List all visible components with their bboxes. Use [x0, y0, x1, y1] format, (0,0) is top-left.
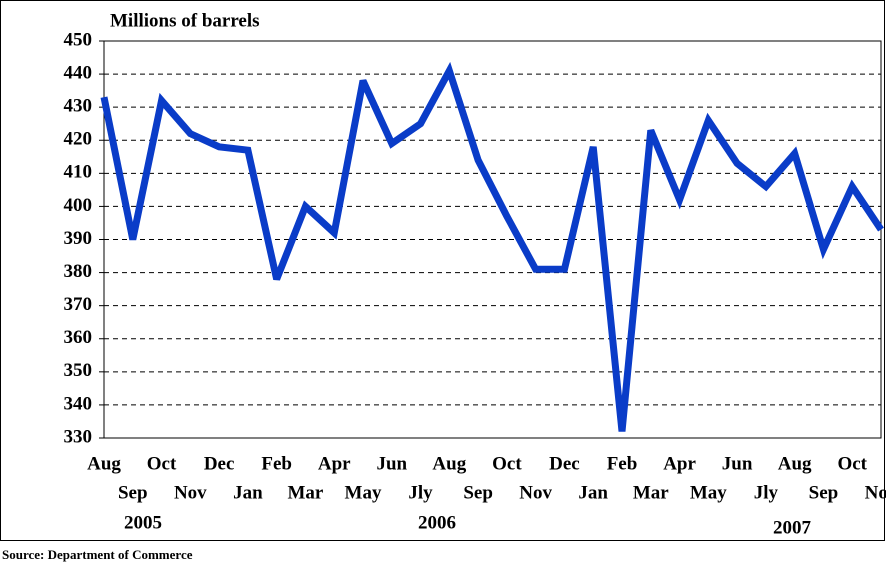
x-tick-label: Feb	[261, 453, 292, 474]
source-note: Source: Department of Commerce	[2, 547, 193, 562]
x-tick-label: Nov	[174, 482, 207, 503]
x-tick-label: Jly	[408, 482, 433, 503]
y-tick-label: 450	[64, 29, 93, 50]
x-tick-label: Dec	[549, 453, 580, 474]
x-tick-label: Feb	[607, 453, 638, 474]
x-tick-label: May	[690, 482, 727, 503]
y-tick-label: 390	[64, 228, 93, 249]
year-label: 2006	[418, 512, 456, 533]
y-tick-label: 400	[64, 195, 93, 216]
x-tick-label: Mar	[633, 482, 669, 503]
x-tick-label: Sep	[463, 482, 493, 503]
x-tick-label: Oct	[147, 453, 177, 474]
chart-title: Millions of barrels	[110, 10, 260, 31]
x-tick-label: Dec	[204, 453, 235, 474]
x-tick-label: Jan	[233, 482, 263, 503]
x-tick-label: Apr	[663, 453, 696, 474]
x-tick-label: Aug	[432, 453, 466, 474]
y-tick-label: 350	[64, 360, 93, 381]
y-tick-label: 340	[64, 393, 93, 414]
frame	[0, 0, 885, 541]
year-label: 2007	[773, 517, 812, 538]
x-tick-label: Jun	[722, 453, 753, 474]
x-tick-label: Nov	[865, 482, 886, 503]
x-tick-label: Oct	[492, 453, 522, 474]
x-tick-label: Aug	[778, 453, 812, 474]
y-tick-label: 440	[64, 62, 93, 83]
x-tick-label: Jly	[754, 482, 779, 503]
x-tick-label: Mar	[288, 482, 324, 503]
y-tick-label: 370	[64, 294, 93, 315]
x-tick-label: Sep	[809, 482, 839, 503]
y-tick-label: 410	[64, 162, 93, 183]
x-tick-label: Aug	[87, 453, 121, 474]
year-label: 2005	[124, 512, 162, 533]
x-tick-label: Sep	[118, 482, 148, 503]
y-tick-label: 420	[64, 129, 93, 150]
x-tick-label: May	[345, 482, 382, 503]
x-tick-label: Oct	[837, 453, 867, 474]
y-tick-label: 330	[64, 426, 93, 447]
y-tick-label: 380	[64, 261, 93, 282]
x-tick-label: Jan	[578, 482, 608, 503]
y-tick-label: 360	[64, 327, 93, 348]
x-tick-label: Nov	[519, 482, 552, 503]
x-tick-label: Apr	[318, 453, 351, 474]
data-line	[100, 61, 884, 432]
x-tick-label: Jun	[376, 453, 407, 474]
y-tick-label: 430	[64, 96, 93, 117]
